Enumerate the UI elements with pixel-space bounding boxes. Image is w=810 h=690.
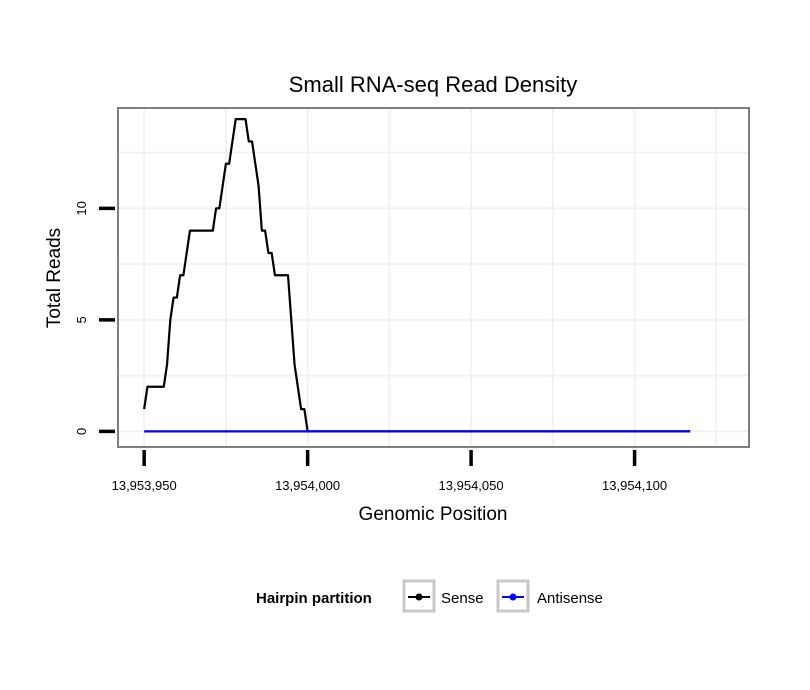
x-tick-label: 13,954,000 (275, 478, 340, 493)
x-tick-label: 13,953,950 (112, 478, 177, 493)
legend-point-sense (415, 593, 423, 601)
y-tick-label: 0 (74, 428, 89, 435)
x-tick-label: 13,954,050 (439, 478, 504, 493)
legend-item-sense: Sense (402, 579, 484, 613)
y-tick-label: 10 (74, 201, 89, 215)
y-axis-title: Total Reads (44, 228, 65, 328)
plot-panel-border (117, 107, 750, 448)
chart-title: Small RNA-seq Read Density (289, 72, 578, 97)
x-axis-title: Genomic Position (359, 504, 508, 525)
legend-label-sense: Sense (441, 590, 484, 607)
x-axis: 13,953,950 13,954,000 13,954,050 13,954,100 (112, 450, 667, 493)
legend-label-antisense: Antisense (537, 590, 603, 607)
y-tick-label: 5 (74, 316, 89, 323)
legend: Hairpin partition Sense Antisense (256, 579, 603, 613)
legend-point-antisense (509, 593, 517, 601)
x-tick-label: 13,954,100 (602, 478, 667, 493)
legend-item-antisense: Antisense (496, 579, 603, 613)
legend-title: Hairpin partition (256, 590, 372, 607)
y-axis: 0 5 10 (74, 201, 115, 435)
series-lines (143, 118, 691, 433)
